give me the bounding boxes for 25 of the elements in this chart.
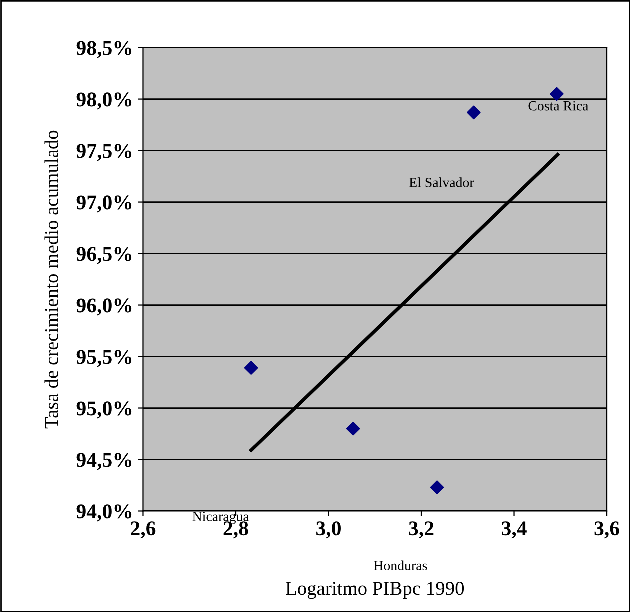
y-tick-label: 98,5%	[76, 41, 132, 58]
annotation: El Salvador	[410, 178, 474, 188]
y-tick-label: 95,5%	[76, 350, 132, 368]
y-tick-label: 97,5%	[76, 144, 132, 162]
x-tick-label: 3,2	[409, 522, 434, 539]
x-tick-label: 3,0	[316, 522, 341, 539]
annotation: Costa Rica	[528, 101, 589, 111]
y-tick-label: 96,5%	[76, 247, 132, 264]
point	[550, 87, 564, 102]
point	[346, 422, 360, 436]
x-tick-label: 2,6	[131, 522, 156, 539]
y-tick-label: 94,5%	[76, 453, 132, 470]
x-axis-title: Logaritmo PIBpc 1990	[286, 582, 464, 600]
x-tick-label: 3,6	[594, 522, 620, 539]
y-tick-label: 94,0%	[76, 504, 132, 522]
point	[430, 480, 444, 494]
y-tick-label: 97,0%	[76, 196, 132, 213]
point	[244, 361, 258, 375]
y-tick-label: 98,0%	[76, 92, 132, 110]
y-tick-label: 95,0%	[76, 402, 132, 419]
y-axis-title: Tasa de crecimiento medio acumulado	[44, 130, 58, 429]
text: Honduras	[374, 560, 428, 570]
x-tick-label: 3,4	[502, 522, 527, 539]
y-tick-label: 96,0%	[76, 298, 132, 316]
point	[467, 106, 481, 120]
